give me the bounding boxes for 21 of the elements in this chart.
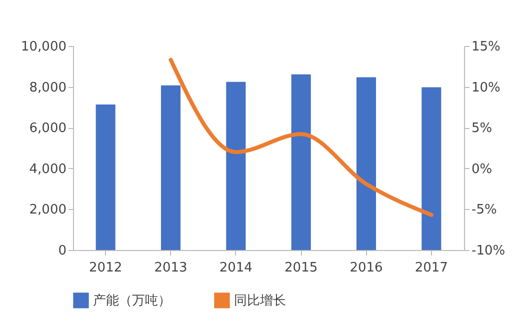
- y2-tick-label: -5%: [472, 202, 497, 218]
- x-tick-label: 2016: [350, 260, 383, 276]
- y2-tick-label: 0%: [472, 162, 492, 177]
- y-tick-label: 8,000: [29, 80, 66, 96]
- y-tick-label: 6,000: [29, 121, 66, 136]
- x-tick-label: 2017: [414, 260, 448, 276]
- x-tick-label: 2013: [154, 260, 188, 276]
- y2-tick-label: -10%: [472, 244, 506, 258]
- y-tick-label: 2,000: [29, 202, 66, 218]
- x-tick-label: 2015: [284, 260, 318, 276]
- legend-label: 产能（万吨）: [93, 293, 171, 308]
- x-tick-label: 2014: [219, 260, 252, 276]
- y-tick-label: 10,000: [21, 40, 66, 54]
- y2-tick-label: 15%: [472, 40, 500, 54]
- y2-tick-label: 10%: [472, 80, 500, 96]
- x-tick-label: 2012: [89, 260, 122, 276]
- y-tick-label: 4,000: [29, 162, 66, 177]
- line-series: [168, 58, 434, 217]
- y2-tick-label: 5%: [472, 121, 492, 136]
- y-tick-label: 0: [58, 244, 66, 258]
- legend-label: 同比增长: [234, 293, 286, 308]
